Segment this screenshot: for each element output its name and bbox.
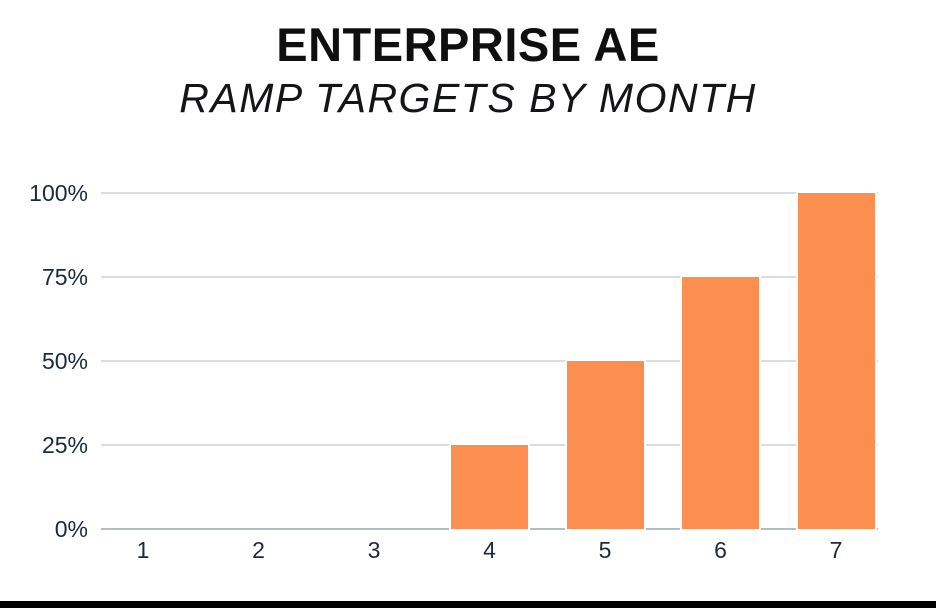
gridline <box>101 444 878 446</box>
chart-title: ENTERPRISE AE <box>276 18 660 71</box>
x-axis-label: 4 <box>483 537 496 563</box>
title-block: ENTERPRISE AE RAMP TARGETS BY MONTH <box>0 18 936 121</box>
bar-month-4 <box>451 445 528 529</box>
bottom-border-bar <box>0 601 936 608</box>
bar-month-6 <box>682 277 759 529</box>
bar-month-5 <box>566 361 644 529</box>
x-axis-label: 1 <box>136 537 150 563</box>
y-axis-tick-label: 0% <box>54 516 88 542</box>
x-axis-label: 3 <box>367 537 381 563</box>
chart-subtitle: RAMP TARGETS BY MONTH <box>179 75 757 121</box>
gridline <box>101 276 878 278</box>
x-axis-label: 7 <box>829 537 843 563</box>
gridline <box>101 192 878 194</box>
x-axis-label: 6 <box>714 537 727 563</box>
gridline <box>101 360 878 362</box>
y-axis-tick-label: 75% <box>41 264 88 290</box>
y-axis-tick-label: 50% <box>41 348 88 374</box>
bar-month-7 <box>797 193 875 529</box>
y-axis-tick-label: 25% <box>41 432 88 458</box>
x-axis-label: 2 <box>252 537 265 563</box>
x-axis-baseline <box>101 528 878 530</box>
y-axis-tick-label: 100% <box>29 180 88 206</box>
x-axis-label: 5 <box>598 537 612 563</box>
